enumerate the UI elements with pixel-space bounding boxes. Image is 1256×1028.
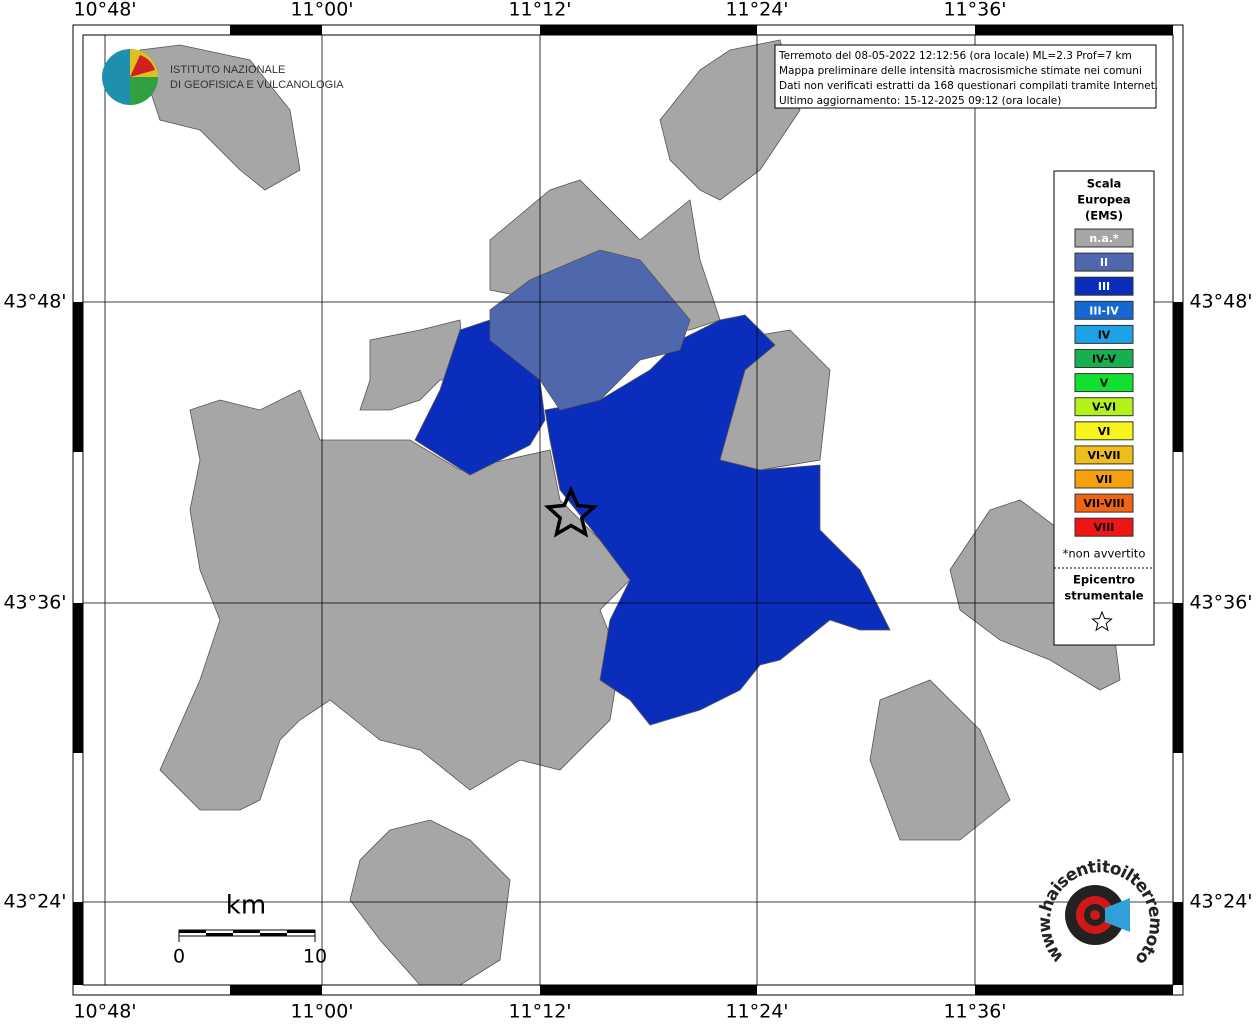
legend-label: V-VI bbox=[1092, 401, 1116, 414]
legend-label: VI-VII bbox=[1087, 449, 1120, 462]
legend: Scala Europea (EMS) *non avvertito Epice… bbox=[1053, 170, 1155, 646]
lon-label: 11°24' bbox=[725, 1001, 788, 1023]
info-frame bbox=[774, 44, 1157, 109]
lat-label: 43°48' bbox=[1189, 291, 1252, 313]
logo-text: DI GEOFISICA E VULCANOLOGIA bbox=[170, 79, 344, 91]
frame-bar bbox=[975, 25, 1173, 35]
logo-text: ISTITUTO NAZIONALE bbox=[170, 64, 285, 76]
legend-swatch bbox=[1074, 421, 1134, 441]
lat-label: 43°36' bbox=[1189, 592, 1252, 614]
graticule bbox=[83, 35, 1173, 985]
info-line: Terremoto del 08-05-2022 12:12:56 (ora l… bbox=[778, 50, 1132, 62]
legend-label: IV bbox=[1098, 328, 1111, 341]
frame-bar bbox=[975, 985, 1173, 995]
frame-bar bbox=[1173, 603, 1183, 753]
frame-bar bbox=[73, 902, 83, 985]
lon-label: 11°00' bbox=[290, 1001, 353, 1023]
ingv-logo: ISTITUTO NAZIONALE DI GEOFISICA E VULCAN… bbox=[102, 49, 344, 105]
legend-label: VII-VIII bbox=[1083, 497, 1124, 510]
frame-bar bbox=[1173, 302, 1183, 452]
legend-swatch bbox=[1074, 349, 1134, 368]
region bbox=[159, 389, 631, 811]
legend-title: Europea bbox=[1077, 193, 1130, 207]
legend-label: VIII bbox=[1094, 521, 1115, 534]
lat-label: 43°24' bbox=[3, 891, 66, 913]
region bbox=[139, 44, 301, 191]
lon-label: 11°12' bbox=[508, 1001, 571, 1023]
scale-unit: km bbox=[226, 891, 266, 921]
legend-note: *non avvertito bbox=[1063, 547, 1146, 561]
frame-bar bbox=[73, 603, 83, 753]
frame-bar bbox=[540, 25, 757, 35]
info-line: Mappa preliminare delle intensità macros… bbox=[779, 65, 1142, 77]
legend-swatch bbox=[1074, 300, 1134, 320]
legend-label: VI bbox=[1098, 425, 1111, 438]
legend-label: V bbox=[1100, 377, 1109, 390]
scale-label: 10 bbox=[303, 946, 327, 968]
region bbox=[544, 314, 891, 726]
coordinate-labels: 10°48' 11°00' 11°12' 11°24' 11°36' 10°48… bbox=[3, 0, 1252, 1023]
epicenter-star bbox=[543, 485, 599, 538]
legend-swatch bbox=[1074, 469, 1134, 489]
scale-block bbox=[206, 933, 233, 936]
legend-label: n.a.* bbox=[1089, 232, 1119, 245]
lon-label: 11°00' bbox=[290, 0, 353, 21]
legend-title: Scala bbox=[1087, 177, 1122, 191]
legend-title: (EMS) bbox=[1085, 209, 1123, 223]
scale-bar: km 0 10 bbox=[173, 891, 327, 968]
lat-label: 43°48' bbox=[3, 291, 66, 313]
scale-label: 0 bbox=[173, 946, 185, 968]
legend-label: II bbox=[1100, 256, 1108, 269]
scale-block bbox=[179, 930, 206, 933]
info-box: Terremoto del 08-05-2022 12:12:56 (ora l… bbox=[774, 44, 1158, 109]
frame bbox=[72, 24, 1184, 996]
legend-swatch bbox=[1074, 324, 1134, 344]
legend-swatch bbox=[1074, 373, 1134, 393]
legend-label: VII bbox=[1096, 473, 1113, 486]
lat-label: 43°24' bbox=[1189, 891, 1252, 913]
legend-swatch bbox=[1074, 445, 1134, 465]
lon-label: 11°24' bbox=[725, 0, 788, 21]
legend-epicenter: strumentale bbox=[1064, 589, 1143, 603]
info-line: Dati non verificati estratti da 168 ques… bbox=[779, 80, 1158, 92]
legend-swatch bbox=[1074, 276, 1134, 296]
frame-bar bbox=[230, 25, 322, 35]
legend-label: III-IV bbox=[1089, 304, 1119, 317]
region bbox=[359, 319, 466, 411]
frame-bar bbox=[540, 985, 757, 995]
frame-bar bbox=[1173, 902, 1183, 985]
legend-swatch bbox=[1074, 228, 1134, 248]
legend-swatch bbox=[1074, 252, 1134, 272]
legend-swatch bbox=[1074, 517, 1134, 537]
legend-star bbox=[1091, 610, 1113, 632]
info-line: Ultimo aggiornamento: 15-12-2025 09:12 (… bbox=[779, 95, 1061, 107]
frame-bar bbox=[73, 302, 83, 452]
logo-segment bbox=[130, 77, 158, 105]
logo-megaphone bbox=[1105, 898, 1130, 932]
logo-segment bbox=[130, 55, 155, 77]
frame-bar bbox=[230, 985, 322, 995]
lon-label: 10°48' bbox=[73, 1001, 136, 1023]
scale-block bbox=[233, 930, 260, 933]
lon-label: 10°48' bbox=[73, 0, 136, 21]
scale-block bbox=[287, 930, 315, 933]
logo-ring bbox=[1090, 910, 1100, 920]
legend-swatch bbox=[1074, 493, 1134, 513]
legend-epicenter: Epicentro bbox=[1073, 573, 1135, 587]
legend-label: III bbox=[1098, 280, 1110, 293]
lon-label: 11°36' bbox=[943, 1001, 1006, 1023]
legend-label: IV-V bbox=[1092, 353, 1117, 366]
lat-label: 43°36' bbox=[3, 592, 66, 614]
region bbox=[659, 39, 801, 201]
lon-label: 11°12' bbox=[508, 0, 571, 21]
legend-swatch bbox=[1074, 397, 1134, 417]
lon-label: 11°36' bbox=[943, 0, 1006, 21]
scale-block bbox=[260, 933, 287, 936]
